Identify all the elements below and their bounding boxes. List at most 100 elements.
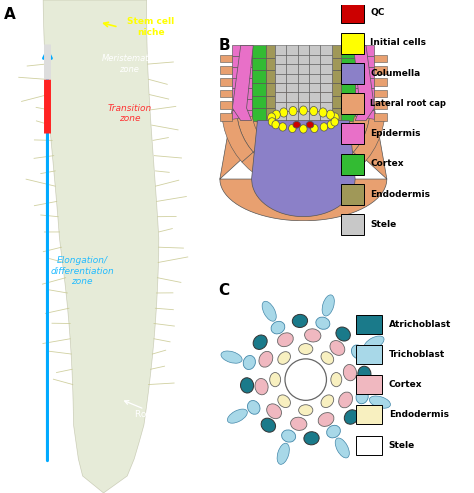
Bar (341, 184, 364, 205)
Bar (332, 45, 341, 58)
Ellipse shape (259, 352, 273, 367)
Polygon shape (285, 158, 322, 175)
Bar (286, 83, 298, 92)
Polygon shape (220, 45, 387, 221)
Bar (320, 83, 332, 92)
Bar (232, 99, 252, 110)
Bar (298, 45, 309, 55)
Ellipse shape (293, 121, 301, 128)
Polygon shape (253, 142, 289, 172)
Polygon shape (312, 131, 338, 155)
Ellipse shape (351, 345, 364, 359)
Polygon shape (281, 119, 299, 139)
Bar (232, 67, 252, 77)
Polygon shape (354, 118, 384, 162)
Bar (341, 2, 364, 23)
Text: Atrichoblast: Atrichoblast (389, 320, 451, 329)
Polygon shape (281, 172, 326, 190)
Bar (374, 102, 387, 109)
Ellipse shape (336, 327, 350, 341)
Text: Trichoblast: Trichoblast (389, 350, 445, 359)
Ellipse shape (292, 315, 308, 327)
Ellipse shape (268, 118, 276, 126)
Polygon shape (308, 119, 326, 139)
Polygon shape (256, 116, 281, 142)
Bar (309, 73, 320, 83)
Ellipse shape (335, 438, 349, 458)
Ellipse shape (310, 106, 318, 116)
Bar (220, 66, 232, 74)
Bar (356, 345, 382, 364)
Ellipse shape (299, 344, 313, 354)
Bar (275, 102, 286, 111)
Polygon shape (303, 108, 319, 119)
Ellipse shape (320, 123, 328, 131)
Ellipse shape (327, 120, 335, 129)
Text: A: A (4, 7, 16, 22)
Ellipse shape (228, 409, 247, 423)
Ellipse shape (261, 418, 275, 432)
Ellipse shape (343, 364, 356, 381)
Ellipse shape (316, 317, 330, 329)
Polygon shape (288, 108, 303, 119)
Bar (356, 436, 382, 455)
Polygon shape (43, 0, 159, 493)
Bar (298, 73, 309, 83)
Ellipse shape (330, 341, 345, 355)
Bar (252, 96, 266, 108)
Bar (275, 83, 286, 92)
Polygon shape (242, 152, 285, 187)
Ellipse shape (331, 118, 338, 126)
Bar (252, 58, 266, 70)
Ellipse shape (278, 352, 291, 364)
Bar (374, 55, 387, 62)
Polygon shape (291, 139, 316, 156)
Text: Cortex: Cortex (371, 159, 404, 169)
Polygon shape (322, 152, 365, 187)
Bar (355, 99, 374, 110)
Bar (374, 66, 387, 74)
Circle shape (285, 359, 327, 400)
Bar (320, 45, 332, 55)
Bar (286, 111, 298, 121)
Bar (332, 83, 341, 96)
Text: Epidermis: Epidermis (371, 129, 421, 138)
Bar (320, 92, 332, 102)
Bar (266, 58, 275, 70)
Bar (298, 92, 309, 102)
Text: Transition
zone: Transition zone (107, 104, 152, 123)
Bar (355, 56, 374, 67)
Ellipse shape (271, 321, 285, 334)
Ellipse shape (262, 301, 276, 321)
Polygon shape (303, 108, 315, 124)
Bar (309, 92, 320, 102)
Ellipse shape (291, 417, 307, 430)
Bar (232, 110, 252, 121)
Ellipse shape (305, 329, 321, 342)
Bar (309, 55, 320, 64)
Polygon shape (292, 108, 303, 124)
Bar (320, 73, 332, 83)
Bar (332, 96, 341, 108)
Text: Meristematic
zone: Meristematic zone (102, 54, 156, 74)
Bar (232, 56, 252, 67)
Text: QC: QC (371, 8, 385, 17)
Ellipse shape (300, 125, 307, 133)
Bar (275, 92, 286, 102)
Ellipse shape (247, 400, 260, 414)
Bar (374, 113, 387, 121)
Bar (298, 64, 309, 73)
Polygon shape (295, 124, 312, 141)
Text: Stele: Stele (389, 441, 415, 450)
Bar (220, 102, 232, 109)
Bar (341, 154, 364, 175)
Bar (286, 45, 298, 55)
Bar (286, 64, 298, 73)
Polygon shape (252, 121, 355, 216)
Bar (298, 102, 309, 111)
Bar (298, 111, 309, 121)
Text: Lateral root cap: Lateral root cap (371, 99, 447, 108)
Bar (220, 90, 232, 97)
Bar (252, 83, 266, 96)
Text: Initial cells: Initial cells (371, 38, 427, 47)
